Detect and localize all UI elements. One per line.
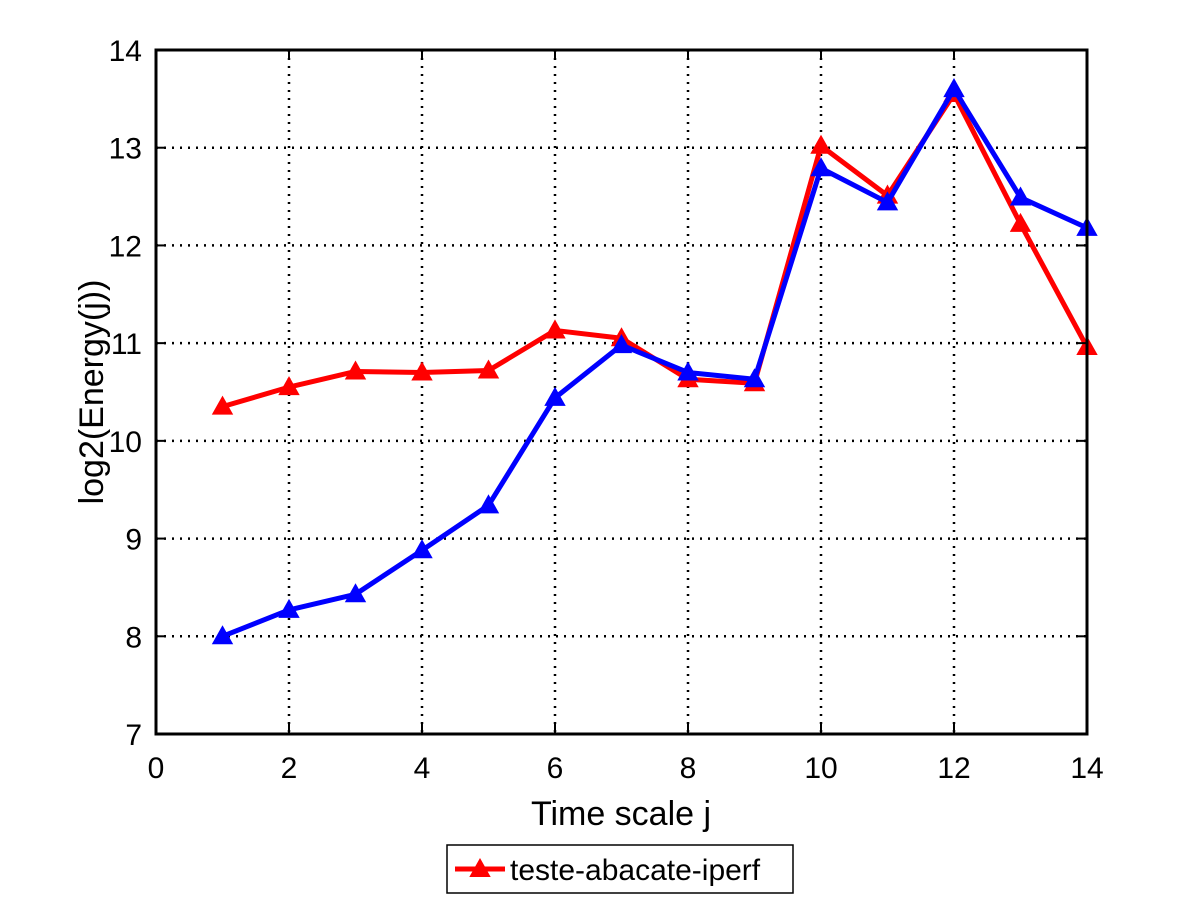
data-point-marker xyxy=(876,191,899,211)
data-point-marker xyxy=(544,386,566,406)
y-axis-label: log2(Energy(j)) xyxy=(73,280,111,505)
y-tick-label: 8 xyxy=(125,621,142,654)
data-point-marker xyxy=(411,539,433,559)
x-tick-label: 10 xyxy=(804,752,837,785)
x-tick-label: 4 xyxy=(414,752,431,785)
y-tick-label: 13 xyxy=(109,133,142,166)
data-point-marker xyxy=(1009,186,1032,206)
data-point-marker xyxy=(943,78,965,98)
y-tick-label: 11 xyxy=(111,328,142,361)
data-point-marker xyxy=(477,359,500,379)
data-point-marker xyxy=(810,157,832,177)
data-point-marker xyxy=(211,395,234,415)
y-tick-label: 9 xyxy=(125,524,142,557)
legend-label-series-1: teste-abacate-iperf xyxy=(510,854,761,887)
legend: teste-abacate-iperf xyxy=(446,844,794,894)
data-point-marker xyxy=(344,360,367,380)
data-point-marker xyxy=(610,334,633,354)
x-tick-label: 0 xyxy=(148,752,165,785)
data-point-marker xyxy=(477,494,500,514)
x-tick-label: 14 xyxy=(1070,752,1103,785)
x-tick-label: 12 xyxy=(937,752,970,785)
series-1 xyxy=(211,82,1098,415)
x-axis-label: Time scale j xyxy=(531,795,711,833)
axis-ticks: 0 2 4 6 8 10 12 14 7 8 9 10 11 12 13 14 xyxy=(109,35,1104,785)
data-point-marker xyxy=(344,583,367,603)
y-tick-label: 12 xyxy=(109,230,142,263)
data-point-marker xyxy=(278,376,300,396)
data-point-marker xyxy=(211,625,234,645)
data-point-marker xyxy=(278,598,300,618)
data-point-marker xyxy=(743,368,766,388)
x-tick-label: 2 xyxy=(281,752,298,785)
data-point-marker xyxy=(411,361,433,381)
data-point-marker xyxy=(677,361,699,381)
data-point-marker xyxy=(810,134,832,154)
series-line-2 xyxy=(221,86,1089,639)
y-tick-label: 14 xyxy=(109,35,142,68)
series-layer xyxy=(211,78,1098,645)
x-tick-label: 6 xyxy=(547,752,564,785)
series-2 xyxy=(211,78,1098,645)
data-point-marker xyxy=(544,319,566,339)
x-tick-label: 8 xyxy=(680,752,697,785)
plot-frame xyxy=(154,48,1089,736)
data-point-marker xyxy=(1009,212,1032,232)
y-tick-label: 7 xyxy=(125,719,142,752)
legend-marker-icon xyxy=(469,857,491,877)
y-tick-label: 10 xyxy=(109,426,142,459)
